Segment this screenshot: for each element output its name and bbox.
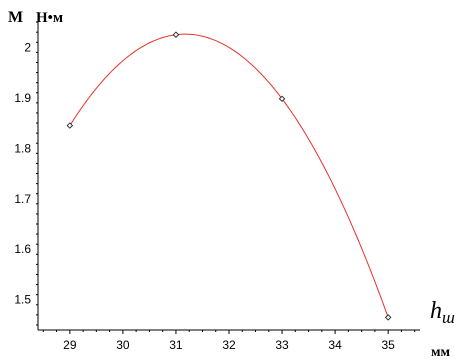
data-point (172, 31, 180, 38)
x-axis-unit: мм (431, 345, 451, 360)
y-tick-label: 1.8 (14, 141, 31, 155)
x-axis-label: hш (430, 298, 455, 327)
y-tick-label: 1.5 (14, 293, 31, 307)
data-point (384, 314, 392, 321)
data-point (66, 122, 74, 129)
x-tick-label: 32 (222, 338, 236, 352)
x-tick-label: 35 (381, 338, 395, 352)
x-tick-label: 34 (328, 338, 342, 352)
y-axis-label: M (8, 9, 23, 26)
x-tick-label: 31 (169, 338, 183, 352)
x-tick-label: 33 (275, 338, 289, 352)
axes (37, 12, 420, 331)
y-tick-label: 2 (24, 40, 31, 54)
x-axis-label-main: h (430, 298, 442, 324)
x-axis-label-subscript: ш (442, 308, 455, 327)
data-point (278, 95, 286, 103)
series-curve (69, 33, 389, 318)
x-tick-label: 30 (116, 338, 130, 352)
y-tick-label: 1.7 (14, 192, 31, 206)
y-axis-unit: Н•м (36, 10, 63, 26)
data-points (66, 31, 392, 321)
x-tick-label: 29 (63, 338, 77, 352)
y-ticks: 1.5 1.6 1.7 1.8 1.9 2 (14, 21, 38, 326)
y-tick-label: 1.9 (14, 91, 31, 105)
x-ticks: 29 30 31 32 33 34 35 (42, 330, 416, 352)
y-tick-label: 1.6 (14, 242, 31, 256)
